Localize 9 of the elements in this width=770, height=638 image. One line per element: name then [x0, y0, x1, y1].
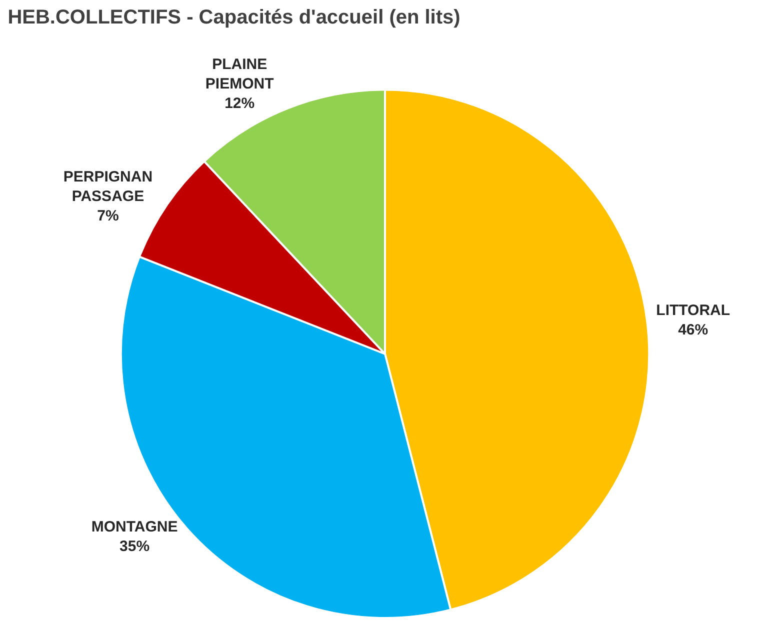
slice-label: PERPIGNAN PASSAGE [63, 168, 153, 206]
data-label: 7% [97, 208, 119, 225]
data-label: 46% [678, 322, 708, 339]
slice-label: PLAINE PIEMONT [205, 56, 274, 93]
data-label: 12% [224, 95, 255, 112]
chart-title: HEB.COLLECTIFS - Capacités d'accueil (en lits) [8, 6, 460, 29]
data-label: 35% [120, 538, 150, 555]
slice-label: LITTORAL [656, 302, 730, 320]
slice-label: MONTAGNE [91, 518, 178, 536]
